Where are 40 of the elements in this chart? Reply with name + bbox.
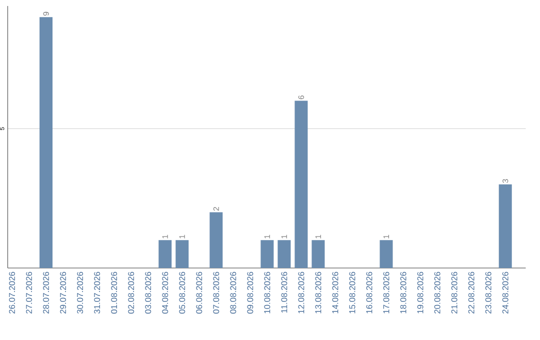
x-tick-label: 20.08.2026 — [434, 272, 440, 314]
bar — [260, 240, 274, 268]
bar — [294, 100, 308, 268]
x-tick-label: 02.08.2026 — [128, 272, 134, 314]
x-tick-label: 12.08.2026 — [298, 272, 304, 314]
x-tick-label: 23.08.2026 — [485, 272, 492, 314]
x-tick-label: 06.08.2026 — [196, 272, 202, 314]
x-tick-label: 01.08.2026 — [111, 272, 118, 314]
x-tick-label: 18.08.2026 — [400, 272, 406, 314]
x-tick-label: 13.08.2026 — [315, 272, 322, 314]
x-tick-label: 27.07.2026 — [26, 272, 32, 314]
x-tick-label: 16.08.2026 — [366, 272, 372, 314]
x-tick-label: 30.07.2026 — [77, 272, 84, 314]
bar — [40, 17, 53, 268]
bar — [158, 240, 172, 268]
bar — [312, 240, 325, 268]
bar — [176, 240, 189, 268]
x-tick-label: 21.08.2026 — [451, 272, 458, 314]
x-tick-label: 05.08.2026 — [179, 272, 186, 314]
bar — [498, 184, 512, 268]
x-tick-label: 17.08.2026 — [383, 272, 390, 314]
x-tick-label: 24.08.2026 — [502, 272, 508, 314]
x-tick-label: 07.08.2026 — [213, 272, 220, 314]
x-tick-label: 19.08.2026 — [417, 272, 424, 314]
x-tick-label: 04.08.2026 — [162, 272, 168, 314]
x-tick-label: 26.07.2026 — [9, 272, 15, 314]
bar — [210, 212, 223, 268]
x-tick-label: 22.08.2026 — [468, 272, 474, 314]
x-tick-label: 03.08.2026 — [145, 272, 152, 314]
x-tick-label: 09.08.2026 — [247, 272, 254, 314]
x-tick-label: 29.07.2026 — [60, 272, 66, 314]
x-tick-label: 28.07.2026 — [43, 272, 50, 314]
x-tick-label: 10.08.2026 — [264, 272, 270, 314]
x-tick-label: 14.08.2026 — [332, 272, 338, 314]
x-tick-label: 11.08.2026 — [281, 272, 288, 313]
x-tick-label: 31.07.2026 — [94, 272, 100, 314]
bar — [380, 240, 393, 268]
x-tick-label: 08.08.2026 — [230, 272, 236, 314]
x-tick-label: 15.08.2026 — [349, 272, 356, 314]
bar — [278, 240, 291, 268]
